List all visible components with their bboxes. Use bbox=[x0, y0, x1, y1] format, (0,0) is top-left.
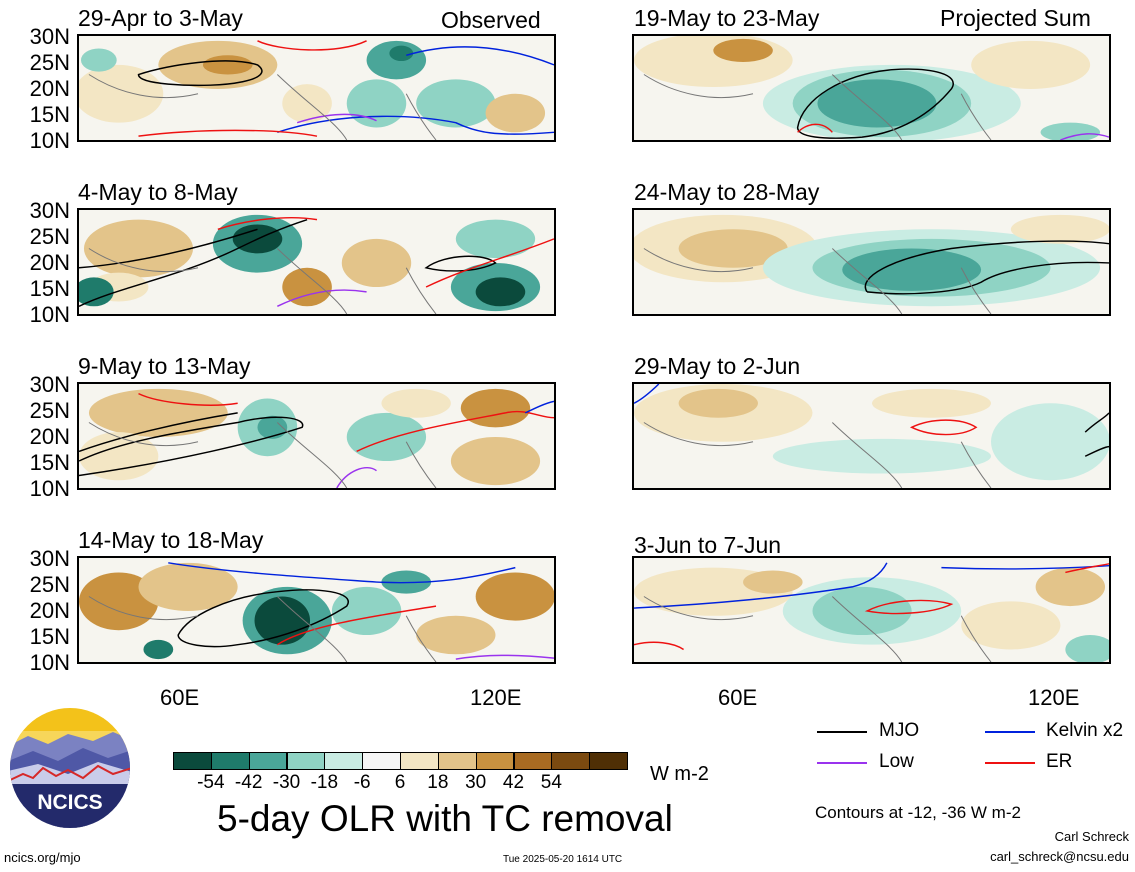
lat-label: 15N bbox=[29, 102, 70, 127]
author-email: carl_schreck@ncsu.edu bbox=[990, 849, 1129, 864]
map-panel bbox=[632, 556, 1111, 664]
colorbar-unit: W m-2 bbox=[650, 763, 709, 785]
lat-label: 20N bbox=[29, 424, 70, 449]
lat-label: 10N bbox=[29, 650, 70, 675]
mjo-line-swatch bbox=[817, 731, 867, 733]
contours-note: Contours at -12, -36 W m-2 bbox=[815, 803, 1021, 822]
panel-tag: Observed bbox=[441, 7, 541, 33]
colorbar-tick-label: 42 bbox=[502, 772, 525, 793]
lat-label: 10N bbox=[29, 302, 70, 327]
panel-tag: Projected Sum bbox=[940, 5, 1091, 31]
lat-label: 15N bbox=[29, 450, 70, 475]
colorbar-tick-label: -18 bbox=[310, 772, 339, 793]
lat-label: 25N bbox=[29, 50, 70, 75]
lat-label: 20N bbox=[29, 598, 70, 623]
colorbar-cell bbox=[173, 752, 212, 770]
lon-label: 120E bbox=[1028, 685, 1080, 710]
colorbar-cell bbox=[324, 752, 364, 770]
colorbar-cell bbox=[248, 752, 288, 770]
timestamp: Tue 2025-05-20 1614 UTC bbox=[503, 854, 623, 865]
lat-label: 20N bbox=[29, 250, 70, 275]
panel-title: 14-May to 18-May bbox=[78, 527, 264, 553]
panel-title: 3-Jun to 7-Jun bbox=[634, 532, 782, 558]
colorbar-cell bbox=[286, 752, 326, 770]
lat-label: 15N bbox=[29, 276, 70, 301]
lon-label: 60E bbox=[718, 685, 758, 710]
main-title: 5-day OLR with TC removal bbox=[217, 798, 673, 839]
map-panel bbox=[77, 382, 556, 490]
lat-label: 15N bbox=[29, 624, 70, 649]
low-line-swatch bbox=[817, 762, 867, 764]
lat-label: 20N bbox=[29, 76, 70, 101]
map-panel bbox=[77, 556, 556, 664]
panel-title: 4-May to 8-May bbox=[78, 179, 238, 205]
panel-title: 24-May to 28-May bbox=[634, 179, 820, 205]
map-panel bbox=[77, 34, 556, 142]
colorbar-tick-label: 6 bbox=[394, 772, 406, 793]
legend-low-label: Low bbox=[879, 751, 914, 772]
lat-label: 30N bbox=[29, 372, 70, 397]
ncics-logo: NCICS bbox=[8, 706, 132, 830]
lat-label: 25N bbox=[29, 398, 70, 423]
panel-title: 29-Apr to 3-May bbox=[78, 5, 243, 31]
colorbar-tick-label: 30 bbox=[465, 772, 487, 793]
colorbar-cell bbox=[362, 752, 401, 770]
lat-label: 25N bbox=[29, 224, 70, 249]
lat-label: 10N bbox=[29, 476, 70, 501]
colorbar-tick-label: -30 bbox=[272, 772, 301, 793]
colorbar-cell bbox=[475, 752, 515, 770]
lon-label: 120E bbox=[470, 685, 522, 710]
colorbar-ticks: -54 -42 -30 -18 -6 6 18 30 42 54 bbox=[173, 772, 627, 796]
author-name: Carl Schreck bbox=[1054, 829, 1129, 844]
colorbar-tick-label: -6 bbox=[353, 772, 371, 793]
colorbar-cell bbox=[589, 752, 628, 770]
colorbar-cell bbox=[513, 752, 553, 770]
er-line-swatch bbox=[985, 762, 1035, 764]
logo-text: NCICS bbox=[37, 791, 103, 814]
colorbar-cell bbox=[400, 752, 439, 770]
map-panel bbox=[632, 382, 1111, 490]
lat-label: 30N bbox=[29, 546, 70, 571]
colorbar-tick-label: -54 bbox=[197, 772, 225, 793]
lat-label: 30N bbox=[29, 198, 70, 223]
map-panel bbox=[77, 208, 556, 316]
panel-title: 29-May to 2-Jun bbox=[634, 353, 801, 379]
colorbar-cell bbox=[551, 752, 591, 770]
colorbar-tick-label: -42 bbox=[234, 772, 263, 793]
lat-label: 25N bbox=[29, 572, 70, 597]
colorbar-tick-label: 18 bbox=[427, 772, 449, 793]
legend-kelvin-label: Kelvin x2 bbox=[1046, 720, 1124, 741]
colorbar-cell bbox=[437, 752, 477, 770]
kelvin-line-swatch bbox=[985, 731, 1035, 733]
legend-er-label: ER bbox=[1046, 751, 1073, 772]
lat-label: 10N bbox=[29, 128, 70, 153]
map-panel bbox=[632, 34, 1111, 142]
source-url[interactable]: ncics.org/mjo bbox=[4, 850, 81, 865]
colorbar-cell bbox=[210, 752, 250, 770]
panel-title: 19-May to 23-May bbox=[634, 5, 820, 31]
map-panel bbox=[632, 208, 1111, 316]
panel-title: 9-May to 13-May bbox=[78, 353, 251, 379]
legend-mjo-label: MJO bbox=[879, 720, 920, 741]
lon-label: 60E bbox=[160, 685, 200, 710]
colorbar-tick-label: 54 bbox=[540, 772, 562, 793]
colorbar bbox=[173, 752, 628, 770]
lat-label: 30N bbox=[29, 24, 70, 49]
